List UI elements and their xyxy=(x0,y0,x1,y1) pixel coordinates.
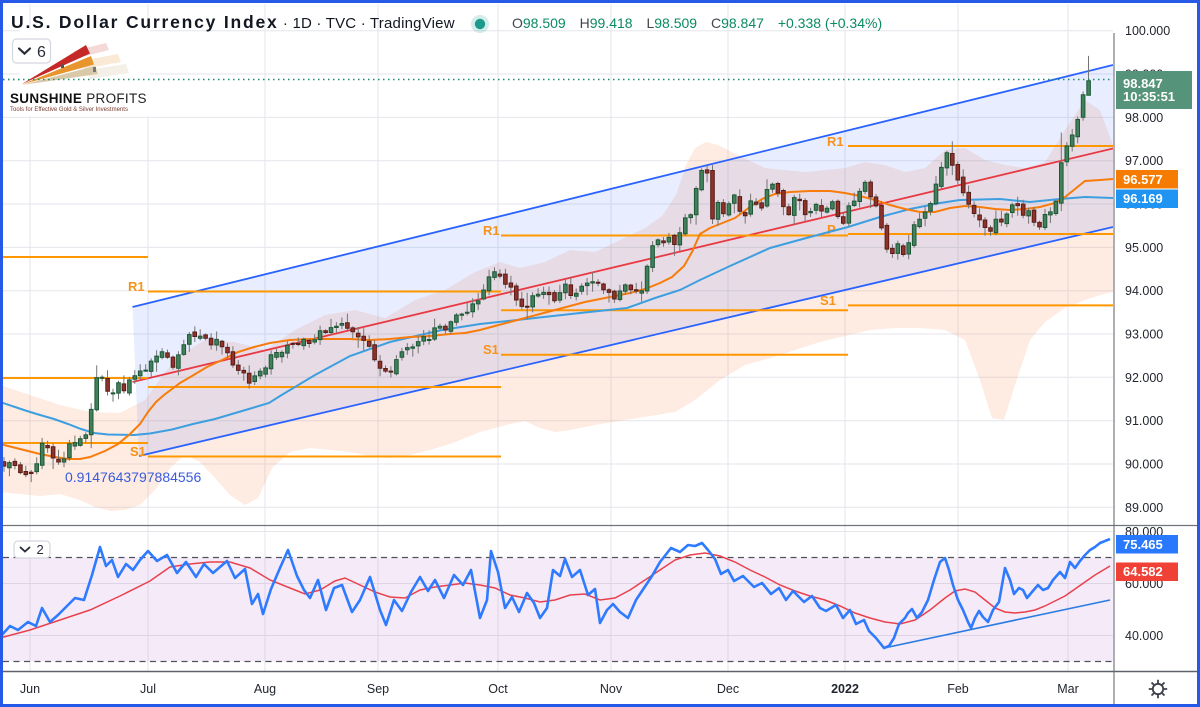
svg-text:P: P xyxy=(827,222,836,237)
svg-text:Aug: Aug xyxy=(254,682,276,696)
svg-text:2022: 2022 xyxy=(831,682,859,696)
svg-text:R1: R1 xyxy=(827,134,844,149)
svg-text:S1: S1 xyxy=(483,342,499,357)
svg-text:92.000: 92.000 xyxy=(1125,371,1163,385)
svg-text:98.847: 98.847 xyxy=(1123,76,1163,91)
svg-text:75.465: 75.465 xyxy=(1123,537,1163,552)
svg-text:Tools for Effective Gold & Sil: Tools for Effective Gold & Silver Invest… xyxy=(10,107,128,113)
svg-text:R1: R1 xyxy=(483,223,500,238)
svg-text:2: 2 xyxy=(37,542,44,557)
svg-text:S1: S1 xyxy=(130,444,146,459)
svg-text:S1: S1 xyxy=(820,293,836,308)
svg-text:91.000: 91.000 xyxy=(1125,414,1163,428)
svg-text:R1: R1 xyxy=(128,279,145,294)
svg-text:Jun: Jun xyxy=(20,682,40,696)
svg-text:O98.509 H99.418 L98.509 C98.84: O98.509 H99.418 L98.509 C98.847 +0.338 (… xyxy=(512,15,882,31)
svg-text:89.000: 89.000 xyxy=(1125,501,1163,515)
svg-text:Dec: Dec xyxy=(717,682,739,696)
svg-text:96.169: 96.169 xyxy=(1123,191,1163,206)
svg-text:95.000: 95.000 xyxy=(1125,241,1163,255)
svg-text:Nov: Nov xyxy=(600,682,623,696)
svg-text:100.000: 100.000 xyxy=(1125,24,1170,38)
svg-text:U.S. Dollar Currency Index · 1: U.S. Dollar Currency Index · 1D · TVC · … xyxy=(11,12,455,32)
svg-text:98.000: 98.000 xyxy=(1125,111,1163,125)
svg-text:97.000: 97.000 xyxy=(1125,154,1163,168)
svg-text:Oct: Oct xyxy=(488,682,508,696)
svg-text:90.000: 90.000 xyxy=(1125,458,1163,472)
svg-text:0.9147643797884556: 0.9147643797884556 xyxy=(65,469,201,485)
svg-text:64.582: 64.582 xyxy=(1123,564,1163,579)
svg-text:Sep: Sep xyxy=(367,682,389,696)
svg-text:Jul: Jul xyxy=(140,682,156,696)
svg-text:Mar: Mar xyxy=(1057,682,1079,696)
svg-text:40.000: 40.000 xyxy=(1125,629,1163,643)
svg-text:6: 6 xyxy=(37,44,46,61)
svg-text:Feb: Feb xyxy=(947,682,969,696)
svg-text:94.000: 94.000 xyxy=(1125,284,1163,298)
svg-text:96.577: 96.577 xyxy=(1123,172,1163,187)
svg-text:93.000: 93.000 xyxy=(1125,328,1163,342)
svg-text:SUNSHINE PROFITS: SUNSHINE PROFITS xyxy=(10,91,147,106)
svg-text:10:35:51: 10:35:51 xyxy=(1123,89,1175,104)
